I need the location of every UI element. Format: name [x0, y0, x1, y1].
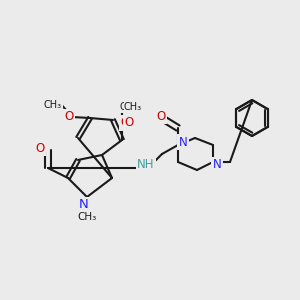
Text: CH₃: CH₃ — [124, 102, 142, 112]
Text: O: O — [120, 116, 130, 130]
Text: O: O — [64, 110, 74, 124]
Text: N: N — [79, 199, 89, 212]
Text: O: O — [124, 116, 133, 130]
Text: O: O — [156, 110, 166, 122]
Text: CH₃: CH₃ — [77, 212, 97, 222]
Text: CH₃: CH₃ — [120, 102, 138, 112]
Text: N: N — [178, 136, 188, 148]
Text: O: O — [35, 142, 45, 154]
Text: NH: NH — [137, 158, 155, 172]
Text: CH₃: CH₃ — [44, 100, 62, 110]
Text: N: N — [213, 158, 221, 172]
